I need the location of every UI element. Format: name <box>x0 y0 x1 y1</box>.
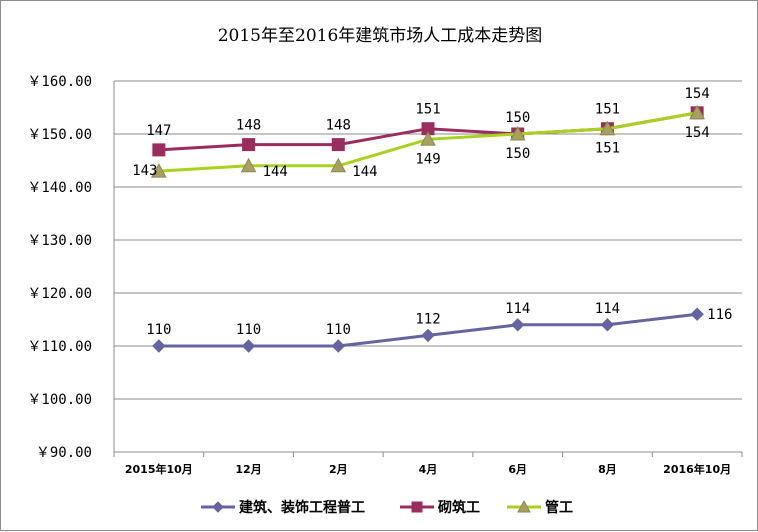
data-label: 148 <box>236 118 261 134</box>
legend-label: 管工 <box>545 499 573 516</box>
y-tick-label: ￥130.00 <box>27 233 92 249</box>
data-label: 110 <box>146 322 171 338</box>
y-tick-label: ￥120.00 <box>27 286 92 302</box>
x-tick-label: 8月 <box>598 463 617 476</box>
x-tick-label: 12月 <box>235 463 261 476</box>
legend-marker-triangle <box>517 499 531 513</box>
data-label: 154 <box>684 86 709 102</box>
data-point-square <box>152 143 166 157</box>
legend-label: 砌筑工 <box>437 499 480 516</box>
data-label: 154 <box>684 125 709 141</box>
data-point-diamond <box>511 318 525 332</box>
data-point-diamond <box>152 339 166 353</box>
data-label: 149 <box>415 151 440 167</box>
data-point-diamond <box>241 339 256 353</box>
y-tick-label: ￥100.00 <box>27 392 92 408</box>
legend-label: 建筑、装饰工程普工 <box>239 499 365 516</box>
data-label: 112 <box>415 311 440 327</box>
data-point-diamond <box>421 328 435 343</box>
x-tick-label: 4月 <box>419 463 438 476</box>
data-label: 114 <box>595 301 620 317</box>
data-label: 151 <box>415 102 440 118</box>
data-label: 151 <box>595 102 620 118</box>
y-tick-label: ￥140.00 <box>27 180 92 196</box>
data-label: 150 <box>505 110 530 126</box>
data-label: 116 <box>707 307 732 323</box>
data-label: 144 <box>263 164 288 180</box>
data-point-square <box>242 138 256 152</box>
data-label: 110 <box>326 322 351 338</box>
axes: ￥90.00 ￥100.00 ￥110.00 ￥120.00 ￥130.00 ￥140.0… <box>27 74 743 476</box>
legend: 建筑、装饰工程普工 砌筑工 管工 <box>201 499 573 516</box>
data-label: 143 <box>132 163 157 179</box>
data-label: 150 <box>505 146 530 162</box>
data-label: 147 <box>146 123 171 139</box>
data-point-square <box>331 138 345 152</box>
data-point-triangle <box>599 120 616 136</box>
data-point-diamond <box>690 307 704 321</box>
data-label: 148 <box>326 118 351 134</box>
data-label: 110 <box>236 322 261 338</box>
data-point-diamond <box>600 318 615 332</box>
x-tick-label: 6月 <box>508 463 527 476</box>
legend-marker-diamond <box>212 501 224 513</box>
y-tick-label: ￥150.00 <box>27 127 92 143</box>
data-point-triangle <box>420 131 436 146</box>
x-tick-label: 2015年10月 <box>125 462 193 476</box>
data-point-diamond <box>331 339 345 353</box>
data-labels: 110 110 110 112 114 114 116 147 148 148 151 150 151 1… <box>132 86 732 338</box>
data-label: 114 <box>505 301 530 317</box>
data-point-triangle <box>330 157 347 173</box>
series-lines <box>151 104 705 353</box>
y-tick-label: ￥160.00 <box>27 74 92 90</box>
data-label: 151 <box>595 141 620 157</box>
data-point-triangle <box>689 104 705 120</box>
x-tick-label: 2016年10月 <box>663 462 731 476</box>
x-tick-label: 2月 <box>329 463 348 476</box>
y-tick-label: ￥110.00 <box>27 339 92 355</box>
data-label: 144 <box>352 164 377 180</box>
legend-marker-square <box>411 501 423 513</box>
y-tick-label: ￥90.00 <box>36 445 92 461</box>
data-point-triangle <box>240 157 257 173</box>
data-point-triangle <box>151 163 167 178</box>
chart-title: 2015年至2016年建筑市场人工成本走势图 <box>218 26 543 46</box>
data-point-triangle <box>509 125 526 141</box>
